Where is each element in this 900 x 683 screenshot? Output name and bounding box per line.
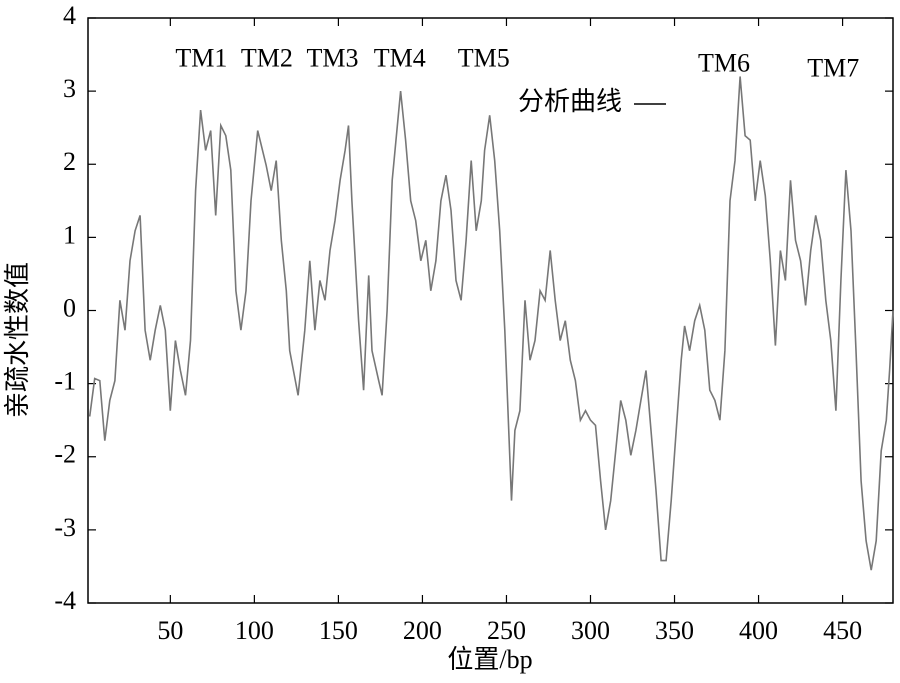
x-tick-label: 400	[739, 616, 778, 645]
y-tick-label: 1	[63, 220, 76, 249]
x-tick-label: 300	[571, 616, 610, 645]
annotation: TM7	[807, 54, 859, 83]
plot-frame	[87, 17, 894, 604]
y-tick-label: -4	[54, 586, 76, 615]
y-axis-label: 亲疏水性数值	[3, 262, 32, 418]
x-tick-label: 450	[823, 616, 862, 645]
y-tick-label: 0	[63, 293, 76, 322]
legend-label: 分析曲线	[518, 87, 622, 116]
y-tick-label: 4	[63, 1, 76, 30]
annotation: TM1	[175, 43, 227, 72]
x-tick-label: 200	[403, 616, 442, 645]
annotation: TM2	[241, 43, 293, 72]
x-tick-label: 100	[235, 616, 274, 645]
x-tick-label: 250	[487, 616, 526, 645]
data-line	[88, 76, 894, 571]
x-tick-label: 150	[319, 616, 358, 645]
x-tick-label: 350	[655, 616, 694, 645]
y-tick-label: -3	[54, 513, 76, 542]
annotation: TM4	[374, 43, 426, 72]
y-tick-label: 2	[63, 147, 76, 176]
y-tick-label: -2	[54, 440, 76, 469]
annotation: TM5	[458, 43, 510, 72]
annotation: TM6	[698, 49, 750, 78]
x-axis-label: 位置/bp	[447, 645, 532, 674]
annotation: TM3	[306, 43, 358, 72]
y-tick-label: -1	[54, 367, 76, 396]
y-tick-label: 3	[63, 74, 76, 103]
x-tick-label: 50	[157, 616, 183, 645]
